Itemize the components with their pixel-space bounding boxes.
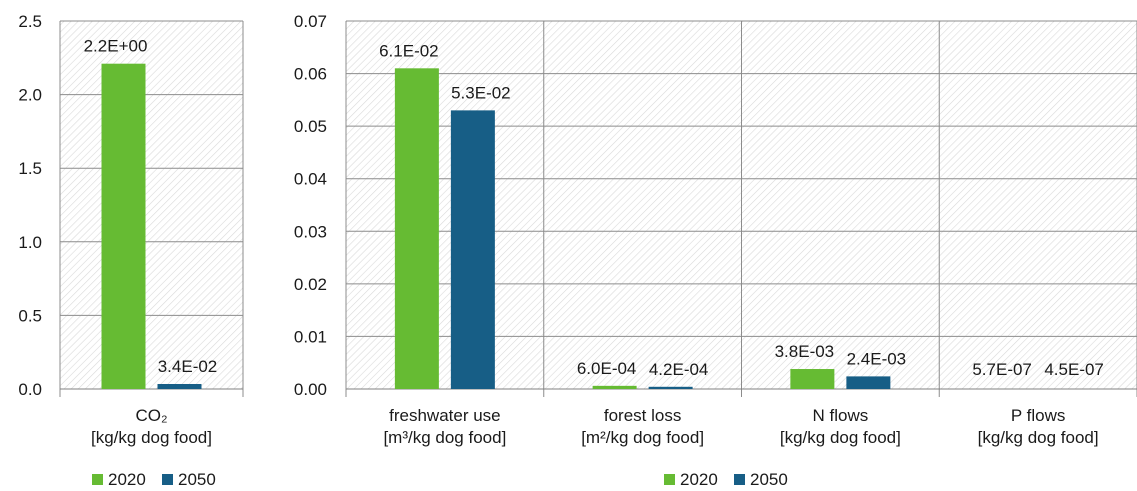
y-tick-label: 0.02 xyxy=(294,275,327,294)
data-label: 4.5E-07 xyxy=(1044,360,1104,379)
data-label: 3.4E-02 xyxy=(158,357,218,376)
y-tick-label: 1.5 xyxy=(18,159,42,178)
x-tick-label: [kg/kg dog food] xyxy=(91,428,212,447)
y-tick-label: 0.05 xyxy=(294,117,327,136)
bar-2050 xyxy=(157,383,202,389)
bar-2050 xyxy=(450,110,495,389)
bar-2020 xyxy=(101,63,146,390)
legend-label: 2020 xyxy=(680,470,718,489)
y-tick-label: 0.0 xyxy=(18,380,42,399)
y-tick-label: 0.03 xyxy=(294,222,327,241)
data-label: 6.1E-02 xyxy=(379,41,439,60)
x-tick-label: freshwater use xyxy=(389,406,501,425)
y-tick-label: 0.04 xyxy=(294,170,327,189)
x-tick-label: [m³/kg dog food] xyxy=(383,428,506,447)
data-label: 6.0E-04 xyxy=(577,359,637,378)
data-label: 5.3E-02 xyxy=(451,83,511,102)
x-tick-label: CO₂ xyxy=(135,406,167,425)
bar-2020 xyxy=(394,68,439,390)
data-label: 2.2E+00 xyxy=(84,37,148,56)
x-tick-label: N flows xyxy=(813,406,869,425)
x-tick-label: forest loss xyxy=(604,406,681,425)
bar-2020 xyxy=(592,385,637,389)
data-label: 3.8E-03 xyxy=(775,342,835,361)
y-tick-label: 1.0 xyxy=(18,233,42,252)
legend-label: 2050 xyxy=(750,470,788,489)
legend-swatch-2050 xyxy=(734,474,745,485)
y-tick-label: 2.5 xyxy=(18,12,42,31)
data-label: 2.4E-03 xyxy=(847,349,907,368)
bar-2050 xyxy=(846,376,891,389)
y-tick-label: 2.0 xyxy=(18,86,42,105)
y-tick-label: 0.06 xyxy=(294,65,327,84)
x-tick-label: [kg/kg dog food] xyxy=(780,428,901,447)
legend-swatch-2020 xyxy=(92,474,103,485)
y-tick-label: 0.5 xyxy=(18,306,42,325)
y-tick-label: 0.07 xyxy=(294,12,327,31)
x-tick-label: [kg/kg dog food] xyxy=(978,428,1099,447)
data-label: 5.7E-07 xyxy=(972,360,1032,379)
bar-2020 xyxy=(790,369,835,389)
x-tick-label: P flows xyxy=(1011,406,1066,425)
legend-swatch-2050 xyxy=(162,474,173,485)
data-label: 4.2E-04 xyxy=(649,360,709,379)
legend-label: 2050 xyxy=(178,470,216,489)
x-tick-label: [m²/kg dog food] xyxy=(581,428,704,447)
legend-swatch-2020 xyxy=(664,474,675,485)
plot-area-1 xyxy=(60,21,243,389)
bar-2050 xyxy=(648,386,693,389)
legend-label: 2020 xyxy=(108,470,146,489)
y-tick-label: 0.00 xyxy=(294,380,327,399)
y-tick-label: 0.01 xyxy=(294,327,327,346)
